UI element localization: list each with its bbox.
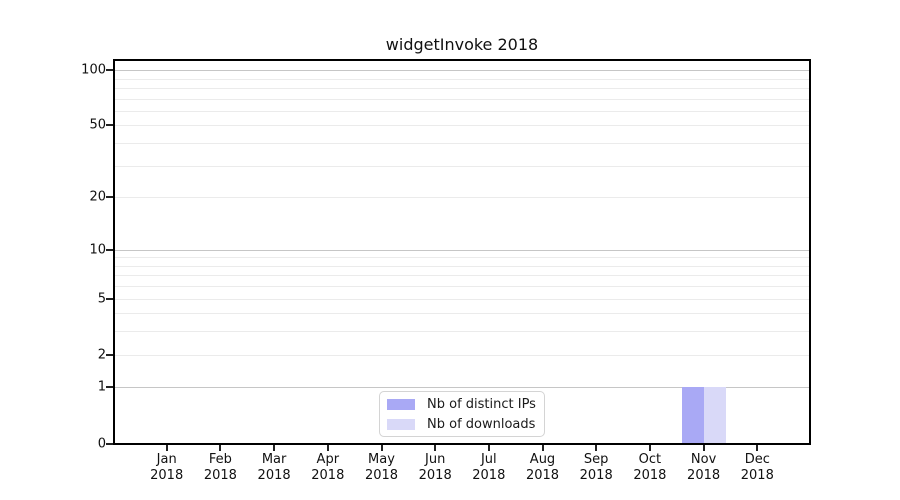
y-tick-label-1: 1	[97, 379, 106, 395]
gridline-90	[115, 78, 809, 80]
legend-label-downloads: Nb of downloads	[427, 416, 536, 432]
gridline-3	[115, 331, 809, 333]
gridline-1	[115, 387, 809, 389]
x-tick-label-nov-2018: Nov 2018	[687, 452, 721, 483]
gridline-80	[115, 88, 809, 89]
gridline-70	[115, 98, 809, 100]
y-tick-label-10: 10	[89, 242, 106, 257]
gridline-8	[115, 265, 809, 267]
x-tick-mark-jan-2018	[165, 445, 168, 451]
y-tick-mark-50	[106, 124, 113, 127]
bar-nb-of-distinct-ips-nov-2018	[681, 387, 704, 444]
y-tick-label-5: 5	[97, 291, 106, 306]
x-tick-label-feb-2018: Feb 2018	[203, 452, 237, 483]
x-tick-label-jan-2018: Jan 2018	[150, 452, 184, 483]
x-tick-label-aug-2018: Aug 2018	[525, 452, 560, 483]
y-tick-mark-20	[106, 196, 113, 199]
x-tick-label-sep-2018: Sep 2018	[579, 452, 613, 483]
y-tick-label-100: 100	[81, 62, 106, 78]
gridline-50	[115, 125, 809, 127]
gridline-100	[115, 70, 809, 72]
gridline-5	[115, 298, 809, 300]
x-tick-mark-apr-2018	[326, 445, 329, 451]
x-tick-mark-mar-2018	[273, 445, 276, 451]
x-tick-mark-aug-2018	[541, 445, 544, 451]
gridline-7	[115, 275, 809, 277]
legend: Nb of distinct IPs Nb of downloads	[379, 391, 545, 437]
legend-swatch-distinct-ips	[387, 398, 415, 410]
x-tick-mark-may-2018	[380, 445, 383, 451]
y-tick-mark-5	[106, 297, 113, 300]
legend-label-distinct-ips: Nb of distinct IPs	[427, 396, 536, 412]
y-tick-label-50: 50	[89, 117, 106, 133]
y-tick-mark-1	[106, 386, 113, 389]
x-tick-label-oct-2018: Oct 2018	[633, 452, 667, 483]
bar-nb-of-downloads-nov-2018	[703, 387, 726, 444]
x-tick-mark-nov-2018	[702, 445, 705, 451]
y-tick-label-20: 20	[89, 189, 106, 205]
x-tick-label-jul-2018: Jul 2018	[472, 452, 506, 483]
x-tick-label-may-2018: May 2018	[364, 452, 399, 483]
y-tick-mark-10	[106, 248, 113, 251]
x-tick-label-jun-2018: Jun 2018	[418, 452, 452, 483]
gridline-9	[115, 257, 809, 259]
x-tick-mark-dec-2018	[756, 445, 759, 451]
chart-title: widgetInvoke 2018	[385, 35, 539, 54]
legend-item-downloads: Nb of downloads	[387, 416, 537, 432]
y-tick-mark-2	[106, 353, 113, 356]
y-tick-mark-0	[106, 442, 113, 445]
y-tick-label-2: 2	[97, 347, 106, 363]
x-tick-mark-feb-2018	[219, 445, 222, 451]
x-tick-mark-jul-2018	[487, 445, 490, 451]
legend-item-distinct-ips: Nb of distinct IPs	[387, 396, 537, 412]
x-tick-mark-jun-2018	[434, 445, 437, 451]
gridline-10	[115, 249, 809, 251]
x-tick-label-dec-2018: Dec 2018	[740, 452, 774, 483]
x-tick-mark-oct-2018	[648, 445, 651, 451]
y-tick-label-0: 0	[97, 436, 106, 451]
x-tick-label-apr-2018: Apr 2018	[311, 452, 345, 483]
gridline-60	[115, 110, 809, 112]
plot-area: Nb of distinct IPs Nb of downloads	[113, 59, 811, 445]
gridline-20	[115, 197, 809, 199]
gridline-6	[115, 286, 809, 288]
x-tick-mark-sep-2018	[595, 445, 598, 451]
gridline-40	[115, 143, 809, 145]
gridline-30	[115, 165, 809, 167]
gridline-2	[115, 354, 809, 356]
x-tick-label-mar-2018: Mar 2018	[257, 452, 291, 483]
gridline-4	[115, 313, 809, 315]
y-tick-mark-100	[106, 69, 113, 72]
legend-swatch-downloads	[387, 418, 415, 430]
